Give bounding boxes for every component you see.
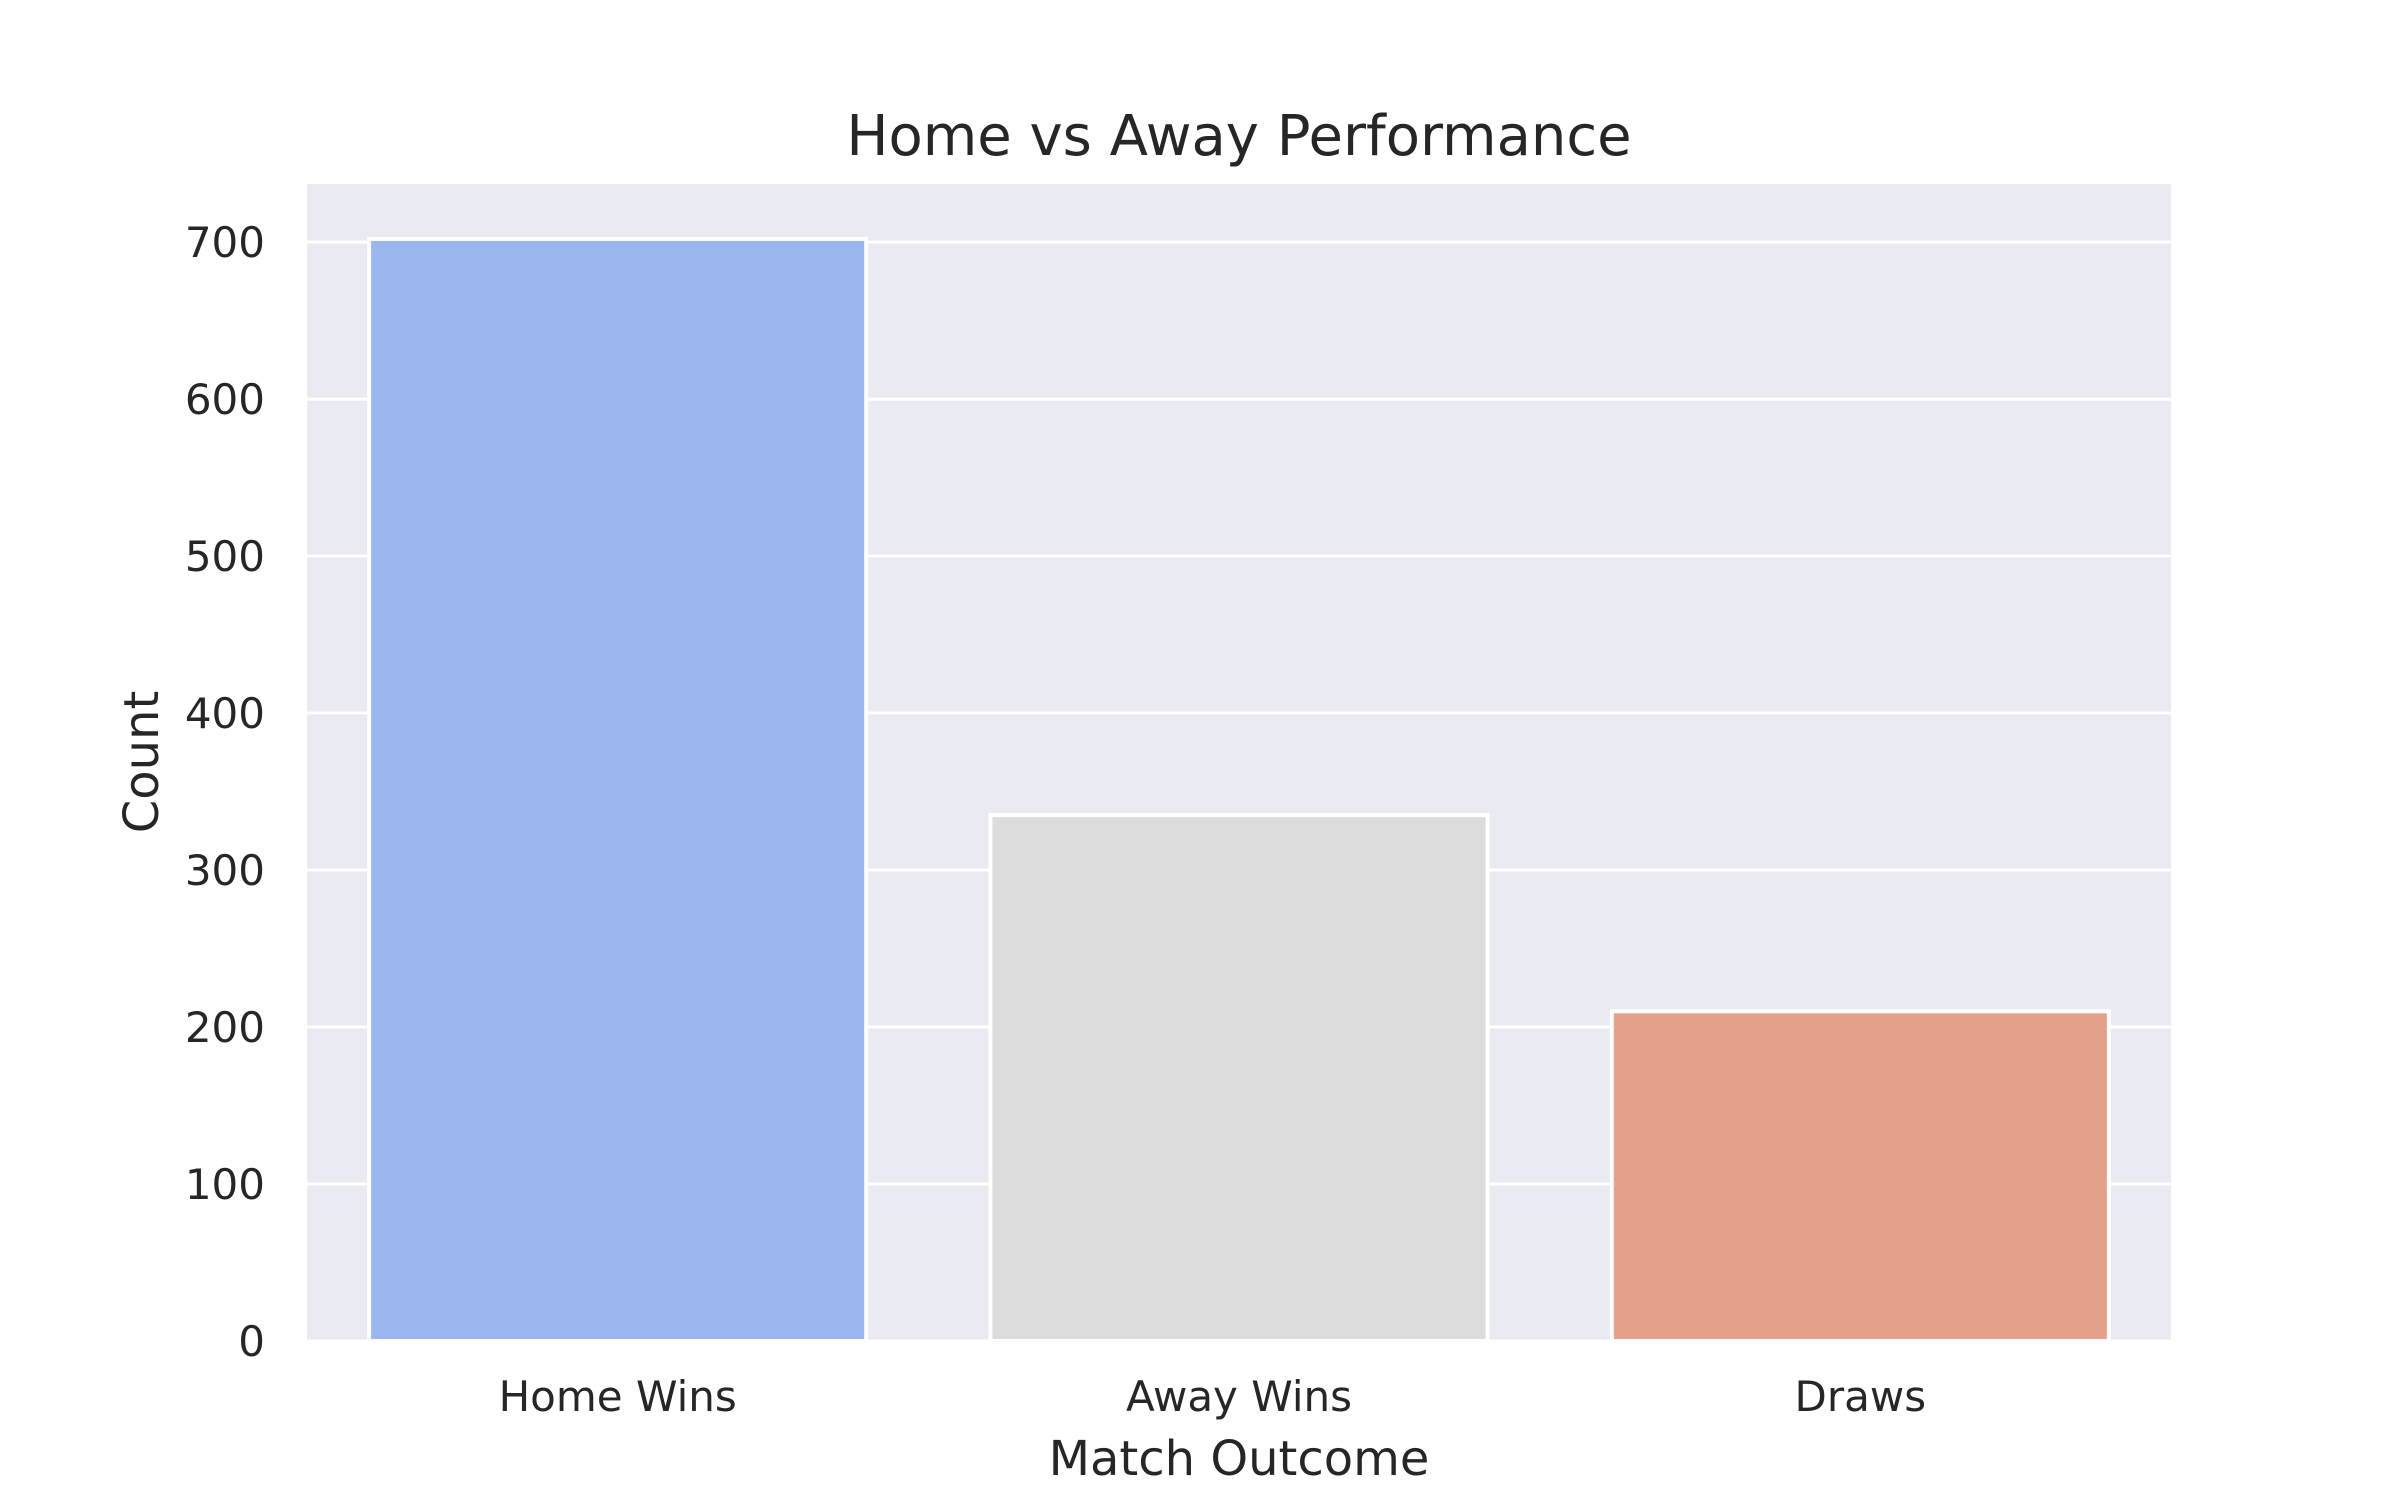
y-tick-label: 0 (238, 1317, 265, 1366)
y-tick-labels: 0 100 200 300 400 500 600 700 (185, 218, 265, 1366)
y-tick-label: 200 (185, 1003, 265, 1052)
y-tick-label: 400 (185, 689, 265, 738)
bars (367, 236, 2111, 1344)
x-tick-labels: Home Wins Away Wins Draws (499, 1372, 1927, 1421)
x-tick-label: Away Wins (1126, 1372, 1352, 1421)
y-tick-label: 600 (185, 375, 265, 424)
y-tick-label: 300 (185, 846, 265, 895)
chart-title: Home vs Away Performance (846, 104, 1631, 169)
y-tick-label: 500 (185, 532, 265, 581)
x-tick-label: Draws (1795, 1372, 1927, 1421)
x-axis-label: Match Outcome (1049, 1431, 1430, 1487)
bar-away-wins (988, 813, 1490, 1343)
y-axis-label: Count (114, 691, 170, 834)
x-tick-label: Home Wins (499, 1372, 737, 1421)
y-tick-label: 100 (185, 1160, 265, 1209)
bar-draws (1609, 1009, 2111, 1343)
y-tick-label: 700 (185, 218, 265, 267)
bar-home-wins (367, 236, 869, 1344)
